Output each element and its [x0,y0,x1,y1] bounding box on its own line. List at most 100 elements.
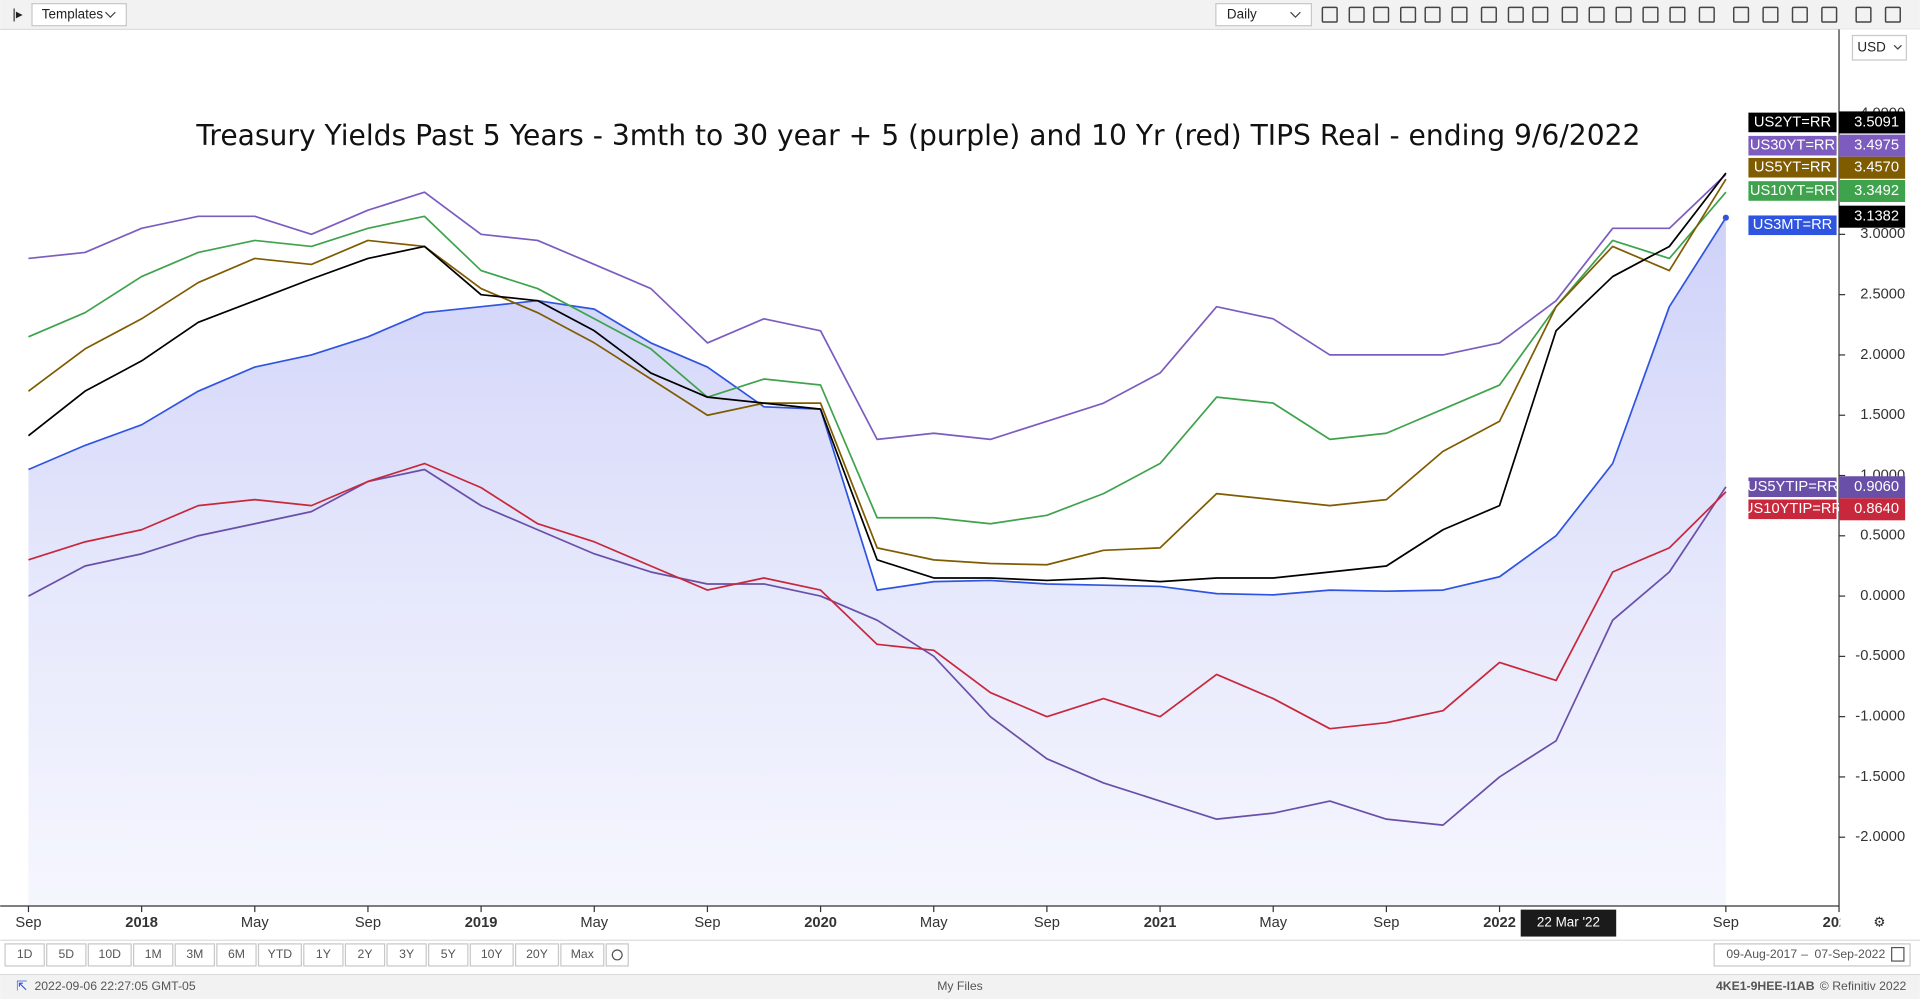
templates-dropdown[interactable] [31,3,127,27]
range-button[interactable] [4,943,45,967]
toolbar-icon[interactable] [1400,6,1417,23]
series-line [28,173,1727,441]
svg-text:⇱: ⇱ [16,978,27,993]
currency-label: USD [1857,39,1886,54]
range-button[interactable] [428,943,469,967]
range-button-label: 1M [145,947,162,961]
toolbar-icon[interactable] [1532,6,1549,23]
toolbar-icon[interactable] [1642,6,1659,23]
status-files[interactable]: My Files [937,979,983,993]
badge-value-box [1839,476,1906,499]
status-code: 4KE1-9HEE-I1AB [1716,979,1815,993]
interval-dropdown[interactable] [1215,3,1312,27]
settings-icon[interactable]: ⚙ [1873,915,1885,930]
range-button-label: 1Y [316,947,331,961]
date-range-end: 07-Sep-2022 [1815,947,1886,961]
range-button[interactable] [87,943,132,967]
toolbar [0,0,1920,30]
y-tick-label: 2.5000 [1860,287,1905,303]
y-axis: -2.0000 -1.5000 -1.0000 -0.5000 0.0000 0.5000… [1839,106,1905,845]
badge-name: US30YT=RR [1750,138,1835,154]
date-range-separator: – [1801,947,1808,961]
range-button[interactable] [386,943,427,967]
range-button[interactable] [303,943,344,967]
range-button[interactable] [257,943,302,967]
last-point [1722,214,1729,221]
badge-value-box [1839,156,1906,179]
date-range-picker[interactable] [1713,943,1911,967]
toolbar-icon[interactable] [1698,6,1715,23]
range-button[interactable] [344,943,386,967]
badge-value: 3.3492 [1854,183,1899,199]
range-button-label: 1D [17,947,33,961]
series-line [28,217,1727,596]
x-tick-label: Sep [1373,915,1399,931]
range-buttons: 1D 5D 10D 1M 3M 6M YTD 1Y 2Y 3Y 5Y 10Y 20Y Max [4,943,629,967]
toolbar-icon[interactable] [1424,6,1441,23]
toolbar-icon[interactable] [1588,6,1605,23]
range-button[interactable] [469,943,514,967]
badge-value: 0.9060 [1854,479,1899,495]
badge-name-box [1748,157,1837,178]
x-tick-label: Sep [355,915,381,931]
toolbar-icon[interactable] [1348,6,1365,23]
crosshair-date: 22 Mar '22 [1537,915,1600,930]
toolbar-icon[interactable] [1480,6,1497,23]
toolbar-icon[interactable] [1855,6,1872,23]
badge-name-box [1748,181,1837,201]
range-settings-icon [611,949,623,961]
panel-toggle[interactable]: |▸ [12,6,22,21]
range-button[interactable] [560,943,605,967]
last-value-badges: US3MT=RR 3.1382 US30YT=RR 3.4975 US10YT=RR 3.… [1743,111,1906,521]
toolbar-icon[interactable] [1733,6,1750,23]
toolbar-icon[interactable] [1451,6,1468,23]
badge-name: US5YTIP=RR [1747,479,1838,495]
series-line [28,462,1727,730]
toolbar-icon[interactable] [1321,6,1338,23]
range-button[interactable] [174,943,216,967]
badge-value: 3.1382 [1854,209,1899,225]
range-button[interactable] [514,943,560,967]
badge-value-box [1839,111,1906,134]
plot-area [27,172,1729,906]
toolbar-icon[interactable] [1884,6,1901,23]
x-tick-label: Sep [15,915,41,931]
chart-title: Treasury Yields Past 5 Years - 3mth to 3… [195,119,1640,152]
toolbar-icon[interactable] [1791,6,1808,23]
toolbar-icon[interactable] [1821,6,1838,23]
toolbar-icons [1321,6,1901,23]
badge-name-box [1748,477,1837,498]
x-tick-label: 2020 [804,915,837,931]
interval-label: Daily [1227,6,1257,21]
toolbar-icon[interactable] [1762,6,1779,23]
range-button-label: 5Y [441,947,456,961]
range-button[interactable] [133,943,174,967]
badge-name-box [1748,112,1837,133]
toolbar-icon[interactable] [1373,6,1390,23]
range-button-label: 3M [186,947,203,961]
range-button-label: 6M [228,947,245,961]
range-button-label: YTD [268,947,293,961]
range-button[interactable] [46,943,87,967]
templates-label: Templates [42,6,104,21]
status-copyright: © Refinitiv 2022 [1820,979,1907,993]
toolbar-icon[interactable] [1669,6,1686,23]
toolbar-icon[interactable] [1561,6,1578,23]
toolbar-icon[interactable] [1507,6,1524,23]
range-settings[interactable] [605,943,629,967]
x-tick-label: 2018 [125,915,158,931]
series-line [28,191,1727,525]
range-button-label: 3Y [399,947,414,961]
range-button[interactable] [216,943,257,967]
toolbar-icon[interactable] [1615,6,1632,23]
range-button-label: 20Y [526,947,548,961]
badge-value: 3.4570 [1854,160,1899,176]
range-button-label: 10Y [481,947,503,961]
x-tick-label: May [241,915,269,931]
badge-value-box [1839,134,1906,157]
range-button-label: 5D [58,947,74,961]
y-tick-label: 1.5000 [1860,407,1905,423]
series-line [27,178,1727,566]
badge-value-box [1839,498,1906,521]
